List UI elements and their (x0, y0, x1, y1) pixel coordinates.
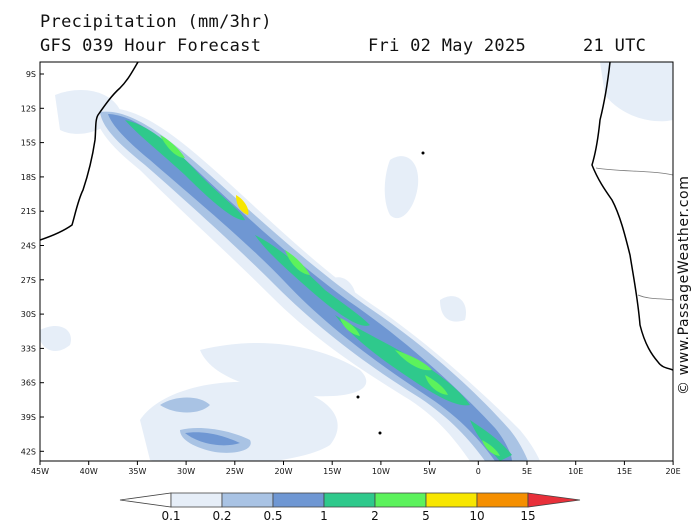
legend-label: 2 (371, 509, 379, 523)
lat-tick-label: 24S (21, 242, 36, 251)
lat-tick-label: 36S (21, 379, 36, 388)
precipitation-legend: 0.1 0.2 0.5 1 2 5 10 15 (119, 492, 581, 523)
lon-tick-label: 20W (274, 467, 292, 476)
lon-tick-label: 30W (177, 467, 195, 476)
lat-tick-label: 39S (21, 413, 36, 422)
legend-label: 1 (320, 509, 328, 523)
legend-label: 0.5 (263, 509, 282, 523)
legend-swatch (221, 492, 274, 508)
lon-tick-label: 5W (423, 467, 436, 476)
lon-tick-label: 45W (31, 467, 49, 476)
lon-tick-label: 10E (568, 467, 583, 476)
lon-tick-label: 15W (323, 467, 341, 476)
lat-tick-label: 30S (21, 310, 36, 319)
legend-label: 10 (469, 509, 484, 523)
longitude-axis: 45W 40W 35W 30W 25W 20W 15W 10W 5W 0 5E 10E 15E 20E (31, 461, 681, 476)
legend-label: 0.1 (161, 509, 180, 523)
forecast-time: 21 UTC (583, 36, 647, 56)
map-title: Precipitation (mm/3hr) (40, 12, 272, 32)
legend-swatch (170, 492, 223, 508)
lat-tick-label: 18S (21, 173, 36, 182)
map-frame (39, 61, 674, 462)
legend-label: 15 (520, 509, 535, 523)
lat-tick-label: 21S (21, 207, 36, 216)
forecast-date: Fri 02 May 2025 (368, 36, 527, 56)
lon-tick-label: 25W (226, 467, 244, 476)
lon-tick-label: 40W (80, 467, 98, 476)
legend-swatch (476, 492, 529, 508)
lon-tick-label: 0 (476, 467, 481, 476)
latitude-axis: 9S 12S 15S 18S 21S 24S 27S 30S 33S 36S 39S 42S (21, 70, 44, 456)
lon-tick-label: 5E (522, 467, 532, 476)
lat-tick-label: 33S (21, 344, 36, 353)
lon-tick-label: 10W (372, 467, 390, 476)
lat-tick-label: 15S (21, 139, 36, 148)
forecast-subtitle: GFS 039 Hour Forecast (40, 36, 262, 56)
legend-label: 0.2 (212, 509, 231, 523)
precip-field (40, 62, 673, 461)
lon-tick-label: 15E (617, 467, 632, 476)
lat-tick-label: 42S (21, 447, 36, 456)
lat-tick-label: 9S (26, 70, 36, 79)
legend-label: 5 (422, 509, 430, 523)
legend-arrow-high (527, 492, 581, 508)
lon-tick-label: 20E (665, 467, 680, 476)
lon-tick-label: 35W (128, 467, 146, 476)
legend-swatch (425, 492, 478, 508)
legend-swatch (374, 492, 427, 508)
lat-tick-label: 27S (21, 276, 36, 285)
credit-text: © www.PassageWeather.com (676, 175, 692, 395)
lat-tick-label: 12S (21, 104, 36, 113)
legend-arrow-low (119, 492, 172, 508)
legend-swatch (323, 492, 376, 508)
legend-swatch (272, 492, 325, 508)
